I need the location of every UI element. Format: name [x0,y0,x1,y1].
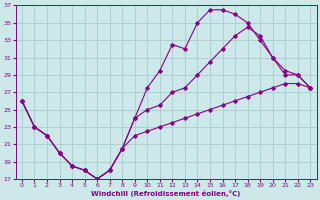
X-axis label: Windchill (Refroidissement éolien,°C): Windchill (Refroidissement éolien,°C) [92,190,241,197]
